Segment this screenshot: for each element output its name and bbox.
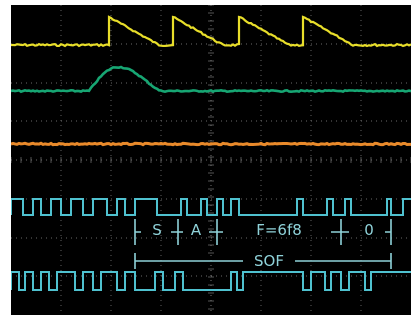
oscilloscope-display: S A F=6f8 0 SOF: [11, 5, 411, 315]
graticule-grid: [11, 5, 411, 315]
decode-field-zero: 0: [364, 221, 374, 239]
decode-field-s: S: [152, 221, 162, 239]
decode-bracket-lines: [134, 219, 392, 269]
trace-ch3-flat: [11, 141, 411, 147]
trace-ch4-digital: [11, 198, 411, 216]
trace-ch5-digital: [11, 271, 411, 291]
decode-field-frame: F=6f8: [256, 221, 302, 239]
trace-ch2-pulse: [11, 65, 411, 94]
decode-field-a: A: [191, 221, 202, 239]
decode-packet-label: SOF: [254, 252, 284, 270]
bus-decode-overlay: S A F=6f8 0 SOF: [134, 219, 392, 270]
trace-ch1-sawtooth: [11, 15, 411, 48]
waveform-canvas: S A F=6f8 0 SOF: [11, 5, 411, 315]
